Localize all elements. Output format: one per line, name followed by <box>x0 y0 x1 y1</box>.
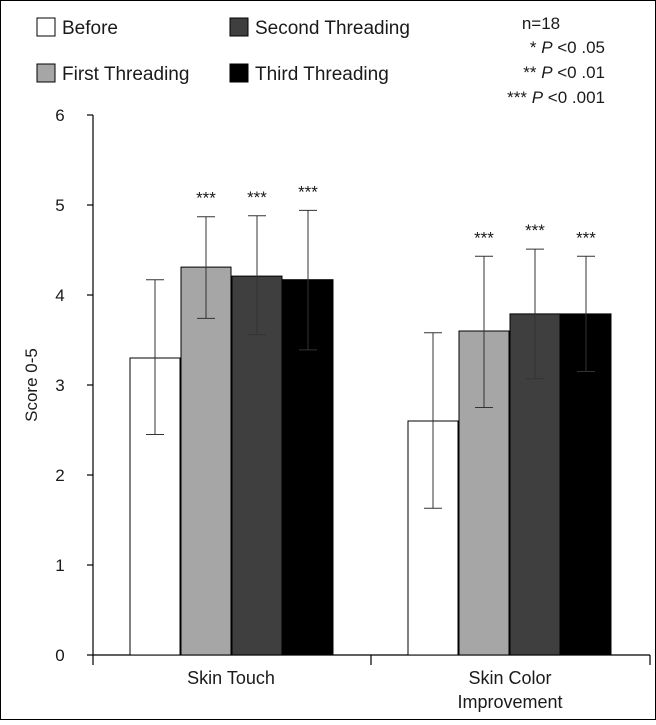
bar <box>231 275 283 656</box>
significance-label: *** <box>196 189 216 208</box>
legend-label: Second Threading <box>255 18 410 39</box>
y-tick-label: 1 <box>55 556 64 575</box>
x-category-label: Skin Color Improvement <box>457 668 562 712</box>
legend-swatch <box>36 63 56 83</box>
p-value-note: *** P <0 .001 <box>507 88 605 107</box>
significance-label: *** <box>474 228 494 247</box>
y-tick-label: 3 <box>55 376 64 395</box>
y-axis-label: Score 0-5 <box>22 348 41 422</box>
legend-swatch <box>229 17 249 37</box>
bar <box>180 266 232 656</box>
y-tick-label: 0 <box>55 646 64 665</box>
x-category-label-line: Skin Color <box>468 668 551 688</box>
p-value-note: * P <0 .05 <box>530 38 605 57</box>
p-value-threshold: <0 .01 <box>553 63 605 82</box>
legend-label: Before <box>62 18 118 39</box>
y-tick-label: 2 <box>55 466 64 485</box>
significance-label: *** <box>576 228 596 247</box>
p-value-note: ** P <0 .01 <box>523 63 605 82</box>
sample-size-note: n=18 <box>522 14 560 33</box>
legend-label: First Threading <box>62 64 189 85</box>
p-value-symbol: P <box>541 63 553 82</box>
p-value-stars: ** <box>523 63 541 82</box>
significance-label: *** <box>298 182 318 201</box>
legend-label: Third Threading <box>255 64 389 85</box>
significance-label: *** <box>525 221 545 240</box>
significance-label: *** <box>247 188 267 207</box>
p-value-symbol: P <box>541 38 553 57</box>
p-value-symbol: P <box>532 88 544 107</box>
legend-swatch <box>229 63 249 83</box>
x-category-label: Skin Touch <box>187 668 275 688</box>
p-value-stars: * <box>530 38 541 57</box>
y-tick-label: 5 <box>55 196 64 215</box>
legend-swatch <box>36 17 56 37</box>
y-tick-label: 6 <box>55 106 64 125</box>
y-tick-label: 4 <box>55 286 64 305</box>
p-value-stars: *** <box>507 88 532 107</box>
p-value-threshold: <0 .001 <box>543 88 605 107</box>
x-category-label-line: Improvement <box>457 692 562 712</box>
x-category-label-line: Skin Touch <box>187 668 275 688</box>
p-value-threshold: <0 .05 <box>553 38 605 57</box>
